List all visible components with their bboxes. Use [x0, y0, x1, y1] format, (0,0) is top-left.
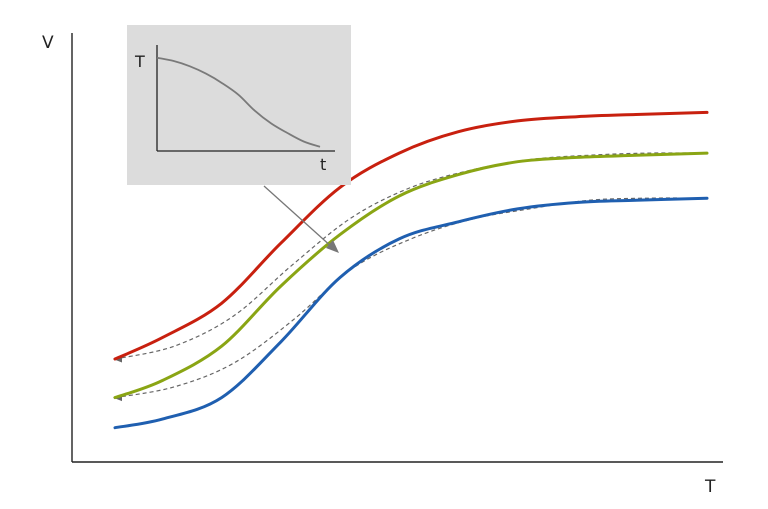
- inset-x-label: t: [320, 155, 326, 174]
- series-line-blue: [113, 196, 709, 430]
- dashed-link-blue-to-green: [114, 197, 708, 399]
- main-axes: [71, 33, 723, 463]
- inset-curve: [156, 56, 321, 148]
- series-curves: [113, 110, 709, 430]
- x-axis-label: T: [704, 477, 716, 497]
- inset-pointer: [263, 185, 339, 253]
- series-line-green: [113, 151, 709, 400]
- inset-panel: T t: [127, 25, 351, 185]
- y-axis-label: V: [42, 33, 54, 53]
- pointer-arrowhead: [326, 240, 339, 253]
- pointer-line: [263, 185, 334, 249]
- series-line-red: [113, 110, 709, 361]
- inset-y-label: T: [134, 52, 145, 71]
- inset-background: [127, 25, 351, 185]
- dashed-link-green-to-red: [114, 152, 708, 360]
